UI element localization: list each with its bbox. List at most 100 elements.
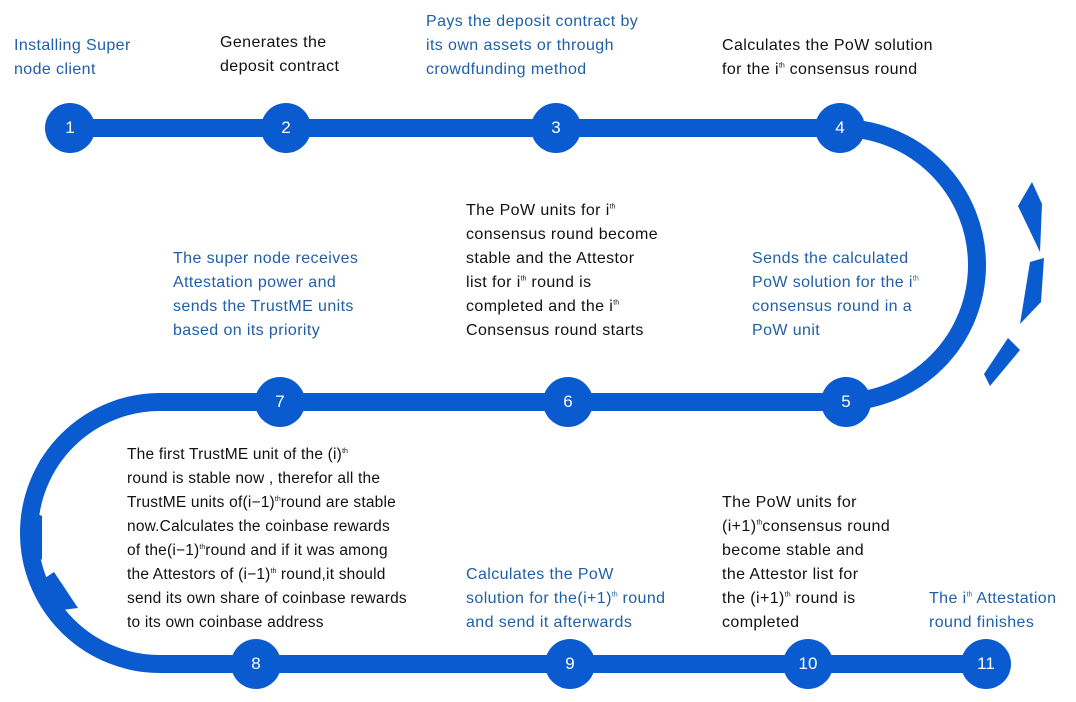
- step-6-label: The PoW units for ith consensus round bec…: [466, 199, 658, 343]
- label-text: crowdfunding method: [426, 61, 587, 78]
- step-label-line: Calculates the PoW: [466, 563, 665, 587]
- ordinal-superscript: th: [756, 519, 763, 527]
- step-1-label: Installing Super node client: [14, 34, 131, 82]
- label-text: The PoW units for: [722, 494, 857, 511]
- label-text: consensus round: [784, 61, 918, 78]
- label-text: stable and the Attestor: [466, 250, 635, 267]
- step-label-line: now.Calculates the coinbase rewards: [127, 515, 407, 539]
- label-text: list for i: [466, 274, 521, 291]
- step-number: 1: [65, 118, 75, 137]
- ordinal-superscript: th: [342, 447, 348, 455]
- label-text: solution for the(i+1): [466, 590, 612, 607]
- label-text: Sends the calculated: [752, 250, 909, 267]
- step-label-line: Attestation power and: [173, 271, 358, 295]
- step-10-node: 10: [783, 639, 833, 689]
- step-label-line: node client: [14, 58, 131, 82]
- label-text: to its own coinbase address: [127, 614, 324, 631]
- step-4-node: 4: [815, 103, 865, 153]
- label-text: The i: [929, 590, 967, 607]
- ordinal-superscript: th: [199, 543, 206, 551]
- step-number: 9: [565, 654, 575, 673]
- step-label-line: the (i+1)th round is: [722, 587, 890, 611]
- step-number: 4: [835, 118, 845, 137]
- label-text: PoW unit: [752, 322, 821, 339]
- label-text: consensus round in a: [752, 298, 913, 315]
- step-8-label: The first TrustME unit of the (i)th round…: [127, 443, 407, 635]
- step-8-node: 8: [231, 639, 281, 689]
- step-label-line: round finishes: [929, 611, 1056, 635]
- step-label-line: send its own share of coinbase rewards: [127, 587, 407, 611]
- arrow-chevron: [1018, 182, 1042, 252]
- step-label-line: of the(i−1)thround and if it was among: [127, 539, 407, 563]
- label-text: The super node receives: [173, 250, 359, 267]
- label-text: Calculates the PoW solution: [722, 37, 933, 54]
- label-text: The first TrustME unit of the (i): [127, 446, 343, 463]
- step-label-line: sends the TrustME units: [173, 295, 358, 319]
- step-label-line: deposit contract: [220, 55, 339, 79]
- step-11-node: 11: [961, 639, 1011, 689]
- step-label-line: round is stable now , therefor all the: [127, 467, 407, 491]
- step-number: 10: [798, 654, 818, 673]
- label-text: the (i+1): [722, 590, 785, 607]
- step-label-line: (i+1)thconsensus round: [722, 515, 890, 539]
- step-label-line: stable and the Attestor: [466, 247, 658, 271]
- label-text: become stable and: [722, 542, 865, 559]
- label-text: round are stable: [280, 494, 396, 511]
- step-number: 7: [275, 392, 285, 411]
- label-text: node client: [14, 61, 96, 78]
- ordinal-superscript: th: [611, 591, 618, 599]
- label-text: Attestation: [972, 590, 1057, 607]
- label-text: deposit contract: [220, 58, 340, 75]
- label-text: round and if it was among: [205, 542, 388, 559]
- step-label-line: The first TrustME unit of the (i)th: [127, 443, 407, 467]
- label-text: completed: [722, 614, 800, 631]
- step-number: 6: [563, 392, 573, 411]
- ordinal-superscript: th: [966, 591, 973, 599]
- step-label-line: its own assets or through: [426, 34, 638, 58]
- label-text: Pays the deposit contract by: [426, 13, 639, 30]
- step-label-line: The PoW units for: [722, 491, 890, 515]
- step-label-line: the Attestors of (i−1)th round,it should: [127, 563, 407, 587]
- step-label-line: consensus round become: [466, 223, 658, 247]
- step-label-line: list for ith round is: [466, 271, 658, 295]
- step-label-line: completed and the ith: [466, 295, 658, 319]
- step-label-line: and send it afterwards: [466, 611, 665, 635]
- step-label-line: based on its priority: [173, 319, 358, 343]
- label-text: (i+1): [722, 518, 757, 535]
- step-6-node: 6: [543, 377, 593, 427]
- step-label-line: Installing Super: [14, 34, 131, 58]
- ordinal-superscript: th: [912, 275, 919, 283]
- ordinal-superscript: th: [609, 203, 616, 211]
- step-label-line: PoW unit: [752, 319, 919, 343]
- arrow-chevron: [28, 510, 42, 560]
- label-text: round is stable now , therefor all the: [127, 470, 381, 487]
- label-text: completed and the i: [466, 298, 614, 315]
- label-text: round: [617, 590, 666, 607]
- arrow-chevron: [28, 450, 60, 506]
- label-text: Generates the: [220, 34, 327, 51]
- arrow-chevron: [1020, 258, 1044, 324]
- step-4-label: Calculates the PoW solution for the ith c…: [722, 34, 933, 82]
- label-text: Calculates the PoW: [466, 566, 614, 583]
- step-5-node: 5: [821, 377, 871, 427]
- step-label-line: completed: [722, 611, 890, 635]
- label-text: its own assets or through: [426, 37, 614, 54]
- label-text: round is: [790, 590, 856, 607]
- label-text: for the i: [722, 61, 779, 78]
- label-text: PoW solution for the i: [752, 274, 913, 291]
- step-label-line: The PoW units for ith: [466, 199, 658, 223]
- step-label-line: become stable and: [722, 539, 890, 563]
- step-label-line: for the ith consensus round: [722, 58, 933, 82]
- ordinal-superscript: th: [613, 299, 620, 307]
- ordinal-superscript: th: [778, 62, 785, 70]
- step-number: 2: [281, 118, 291, 137]
- label-text: send its own share of coinbase rewards: [127, 590, 407, 607]
- step-3-node: 3: [531, 103, 581, 153]
- ordinal-superscript: th: [520, 275, 527, 283]
- step-7-label: The super node receives Attestation power…: [173, 247, 358, 343]
- step-label-line: Generates the: [220, 31, 339, 55]
- step-label-line: PoW solution for the ith: [752, 271, 919, 295]
- ordinal-superscript: th: [784, 591, 791, 599]
- label-text: and send it afterwards: [466, 614, 633, 631]
- step-2-label: Generates the deposit contract: [220, 31, 339, 79]
